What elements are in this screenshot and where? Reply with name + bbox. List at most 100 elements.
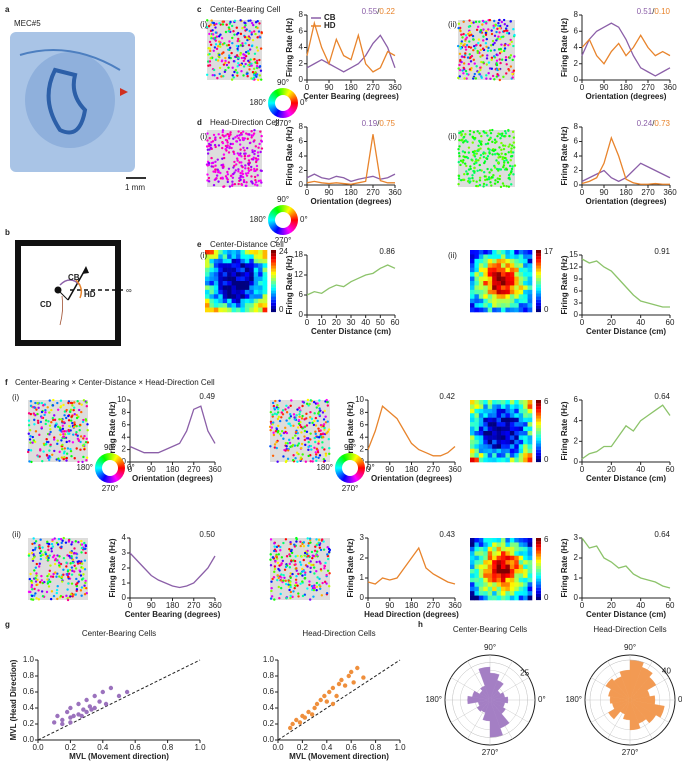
spike <box>308 402 311 406</box>
x-tick-label: 180 <box>166 465 180 474</box>
spike <box>278 399 281 402</box>
spike <box>303 435 306 438</box>
rate-bin <box>474 254 480 260</box>
rate-bin <box>501 538 506 543</box>
spike <box>56 543 60 546</box>
spike <box>497 35 500 38</box>
polar-tick-ring <box>589 659 671 741</box>
rate-bin <box>505 560 511 565</box>
spike <box>244 172 248 175</box>
spike <box>269 558 272 561</box>
spike <box>309 410 312 414</box>
spike <box>218 66 222 70</box>
spike <box>284 408 287 411</box>
spike <box>61 427 65 431</box>
x-tick-label: 40 <box>636 465 645 474</box>
spike <box>305 430 309 434</box>
rate-bin <box>253 307 259 313</box>
colorbar-step <box>536 559 541 563</box>
rate-bin <box>492 285 497 291</box>
rate-bin <box>231 303 237 308</box>
spike <box>478 163 481 167</box>
rate-bin <box>505 435 511 441</box>
rate-bin <box>205 298 210 304</box>
trajectory-map <box>205 19 263 82</box>
spike <box>493 49 496 52</box>
spike <box>496 180 500 184</box>
rate-bin <box>262 272 268 277</box>
colorbar-step <box>536 299 541 303</box>
rate-bin <box>514 439 520 445</box>
spike <box>246 72 249 75</box>
point <box>60 717 65 723</box>
spike <box>240 161 243 164</box>
spike <box>321 411 325 414</box>
spike <box>293 416 296 419</box>
spike <box>253 139 256 142</box>
spike <box>225 177 229 180</box>
y-tick-label: 4 <box>122 432 127 441</box>
spike <box>296 584 299 587</box>
spike <box>304 460 308 463</box>
spike <box>471 176 474 180</box>
rate-bin <box>470 413 475 419</box>
rate-bin <box>514 573 520 579</box>
spike <box>241 130 245 133</box>
rate-bin <box>514 453 520 458</box>
rate-bin <box>492 400 497 405</box>
rate-bin <box>492 582 497 588</box>
spike <box>226 170 229 174</box>
rate-bin <box>501 250 506 255</box>
wheel-angle: 0° <box>300 98 308 107</box>
colorbar-min: 0 <box>544 593 549 602</box>
diagram-label: CD <box>40 300 52 309</box>
spike <box>246 146 249 150</box>
spike <box>477 71 480 74</box>
spike <box>276 561 280 565</box>
spike <box>300 425 303 429</box>
spike <box>272 549 276 553</box>
spike <box>258 36 262 39</box>
rate-bin <box>474 573 480 579</box>
rate-bin <box>496 307 502 313</box>
spike <box>239 53 242 56</box>
spike <box>274 399 277 403</box>
spike <box>478 132 481 135</box>
spike <box>314 424 318 427</box>
spike <box>489 131 493 135</box>
spike <box>252 156 255 159</box>
spike <box>27 554 31 557</box>
spike <box>50 408 53 412</box>
spike <box>290 445 293 448</box>
panel-letter: c <box>197 5 202 14</box>
x-axis-label: MVL (Movement direction) <box>289 752 389 761</box>
rate-bin <box>487 417 493 423</box>
spike <box>83 586 86 590</box>
spike <box>506 24 509 28</box>
spike <box>250 62 253 65</box>
spike <box>242 59 246 63</box>
spike <box>80 403 83 406</box>
spike <box>496 134 499 138</box>
rate-bin <box>470 422 475 427</box>
rate-bin <box>483 577 489 583</box>
rate-bin <box>496 294 502 300</box>
spike <box>240 155 243 158</box>
spike <box>505 63 508 66</box>
spike <box>79 574 83 577</box>
spike <box>315 447 319 451</box>
spike <box>63 447 66 450</box>
spike <box>312 423 316 427</box>
rate-bin <box>514 431 520 436</box>
spike <box>315 569 318 573</box>
spike <box>252 132 256 135</box>
spike <box>269 597 273 600</box>
colorbar-step <box>536 593 541 597</box>
rate-bin <box>523 267 528 273</box>
colorbar-step <box>536 284 541 288</box>
rate-bin <box>474 444 480 450</box>
spike <box>303 418 306 421</box>
x-tick-label: 270 <box>641 83 655 92</box>
rate-bin <box>483 417 489 423</box>
rate-bin <box>514 285 520 291</box>
